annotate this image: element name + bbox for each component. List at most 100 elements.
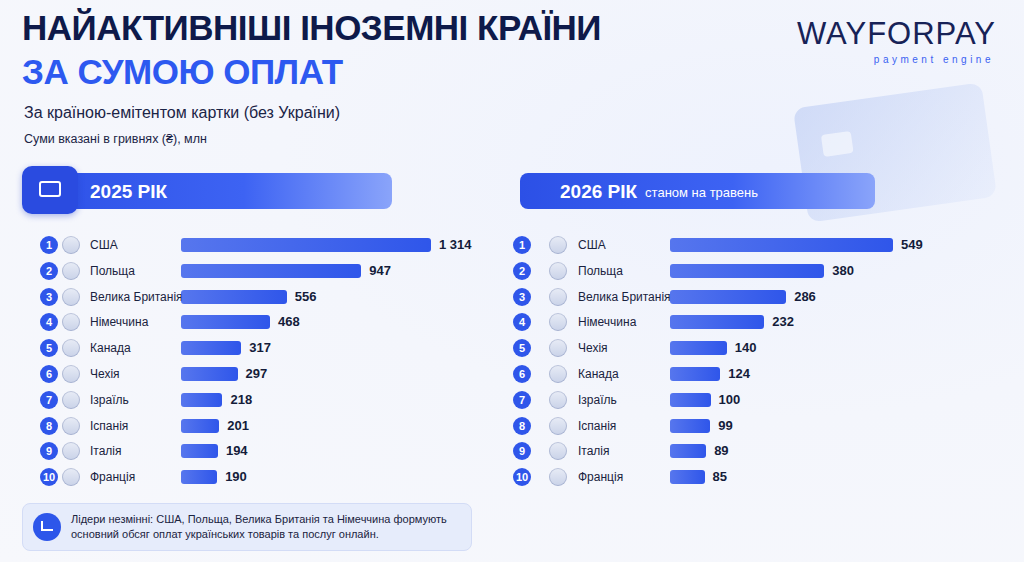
bar [181, 367, 238, 381]
value-label: 947 [369, 263, 391, 279]
bar [181, 341, 241, 355]
value-label: 468 [278, 314, 300, 330]
bar [670, 367, 720, 381]
flag-icon [62, 365, 80, 383]
rank-badge: 2 [40, 262, 58, 280]
footer-note: Лідери незмінні: США, Польща, Велика Бри… [71, 512, 463, 542]
stage: НАЙАКТИВНІШІ ІНОЗЕМНІ КРАЇНИЗА СУМОЮ ОПЛ… [0, 0, 1024, 562]
value-label: 1 314 [439, 237, 472, 253]
bar [670, 393, 711, 407]
rank-badge: 4 [40, 313, 58, 331]
category-label: Ізраїль [578, 392, 617, 408]
rank-badge: 9 [513, 442, 531, 460]
value-label: 549 [901, 237, 923, 253]
bar [181, 238, 431, 252]
subtitle: За країною-емітентом картки (без України… [24, 104, 340, 122]
category-label: Чехія [90, 366, 120, 382]
flag-icon [549, 365, 567, 383]
flag-icon [549, 468, 567, 486]
flag-icon [62, 391, 80, 409]
flag-icon [62, 288, 80, 306]
bar [670, 264, 824, 278]
bar [181, 419, 219, 433]
title-line2: ЗА СУМОЮ ОПЛАТ [22, 52, 343, 92]
category-label: Італія [90, 443, 122, 459]
bar [181, 290, 287, 304]
flag-icon [549, 288, 567, 306]
flag-icon [62, 313, 80, 331]
title: НАЙАКТИВНІШІ ІНОЗЕМНІ КРАЇНИ [22, 8, 601, 48]
decor-chip [821, 131, 854, 157]
value-label: 556 [295, 289, 317, 305]
panel-icon-card [39, 181, 61, 197]
rank-badge: 5 [513, 339, 531, 357]
flag-icon [549, 236, 567, 254]
value-label: 286 [794, 289, 816, 305]
rank-badge: 1 [513, 236, 531, 254]
rank-badge: 8 [513, 417, 531, 435]
category-label: Італія [578, 443, 610, 459]
flag-icon [62, 236, 80, 254]
value-label: 190 [225, 469, 247, 485]
category-label: Німеччина [90, 314, 148, 330]
footer-icon [33, 513, 61, 541]
value-label: 89 [714, 443, 728, 459]
value-label: 317 [249, 340, 271, 356]
value-label: 194 [226, 443, 248, 459]
rank-badge: 1 [40, 236, 58, 254]
bar [670, 315, 764, 329]
panel-icon [22, 166, 78, 214]
rank-badge: 6 [40, 365, 58, 383]
category-label: Німеччина [578, 314, 636, 330]
rank-badge: 3 [513, 288, 531, 306]
bar [181, 264, 361, 278]
flag-icon [62, 262, 80, 280]
flag-icon [549, 417, 567, 435]
logo: WAYFORPAY [797, 16, 996, 52]
category-label: Франція [90, 469, 135, 485]
rank-badge: 2 [513, 262, 531, 280]
footer-icon-mark [41, 521, 53, 531]
category-label: США [90, 237, 118, 253]
flag-icon [62, 417, 80, 435]
rank-badge: 7 [513, 391, 531, 409]
flag-icon [549, 313, 567, 331]
bar [670, 470, 705, 484]
bar [181, 470, 217, 484]
flag-icon [62, 339, 80, 357]
value-label: 380 [832, 263, 854, 279]
panel-title: 2025 РІК [90, 181, 167, 203]
category-label: Франція [578, 469, 623, 485]
rank-badge: 10 [513, 468, 531, 486]
rank-badge: 4 [513, 313, 531, 331]
bar [670, 341, 727, 355]
value-label: 99 [718, 418, 732, 434]
bar [670, 290, 786, 304]
category-label: Польща [578, 263, 623, 279]
panel-subtitle: станом на травень [645, 185, 758, 200]
flag-icon [62, 468, 80, 486]
category-label: Іспанія [90, 418, 128, 434]
flag-icon [62, 442, 80, 460]
rank-badge: 9 [40, 442, 58, 460]
logo-tagline: payment engine [874, 54, 994, 65]
bar [181, 444, 218, 458]
footer-box: Лідери незмінні: США, Польща, Велика Бри… [22, 503, 472, 551]
value-label: 218 [230, 392, 252, 408]
category-label: США [578, 237, 606, 253]
category-label: Велика Британія [578, 289, 671, 305]
panel-title: 2026 РІК [560, 181, 637, 203]
value-label: 140 [735, 340, 757, 356]
category-label: Чехія [578, 340, 608, 356]
bar [181, 315, 270, 329]
value-label: 100 [719, 392, 741, 408]
rank-badge: 7 [40, 391, 58, 409]
bar [670, 444, 706, 458]
bar [670, 419, 710, 433]
category-label: Польща [90, 263, 135, 279]
value-label: 232 [772, 314, 794, 330]
rank-badge: 8 [40, 417, 58, 435]
rank-badge: 10 [40, 468, 58, 486]
flag-icon [549, 262, 567, 280]
category-label: Канада [90, 340, 131, 356]
